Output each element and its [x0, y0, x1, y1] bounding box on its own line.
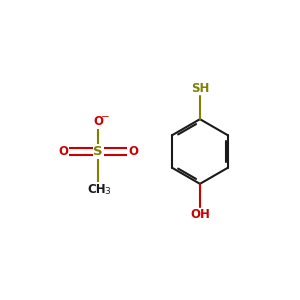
Text: 3: 3	[104, 187, 110, 196]
Text: O: O	[59, 145, 69, 158]
Text: SH: SH	[191, 82, 209, 95]
Text: −: −	[100, 112, 109, 122]
Text: S: S	[94, 145, 103, 158]
Text: O: O	[93, 115, 103, 128]
Text: CH: CH	[88, 183, 106, 196]
Text: O: O	[128, 145, 138, 158]
Text: OH: OH	[190, 208, 210, 221]
